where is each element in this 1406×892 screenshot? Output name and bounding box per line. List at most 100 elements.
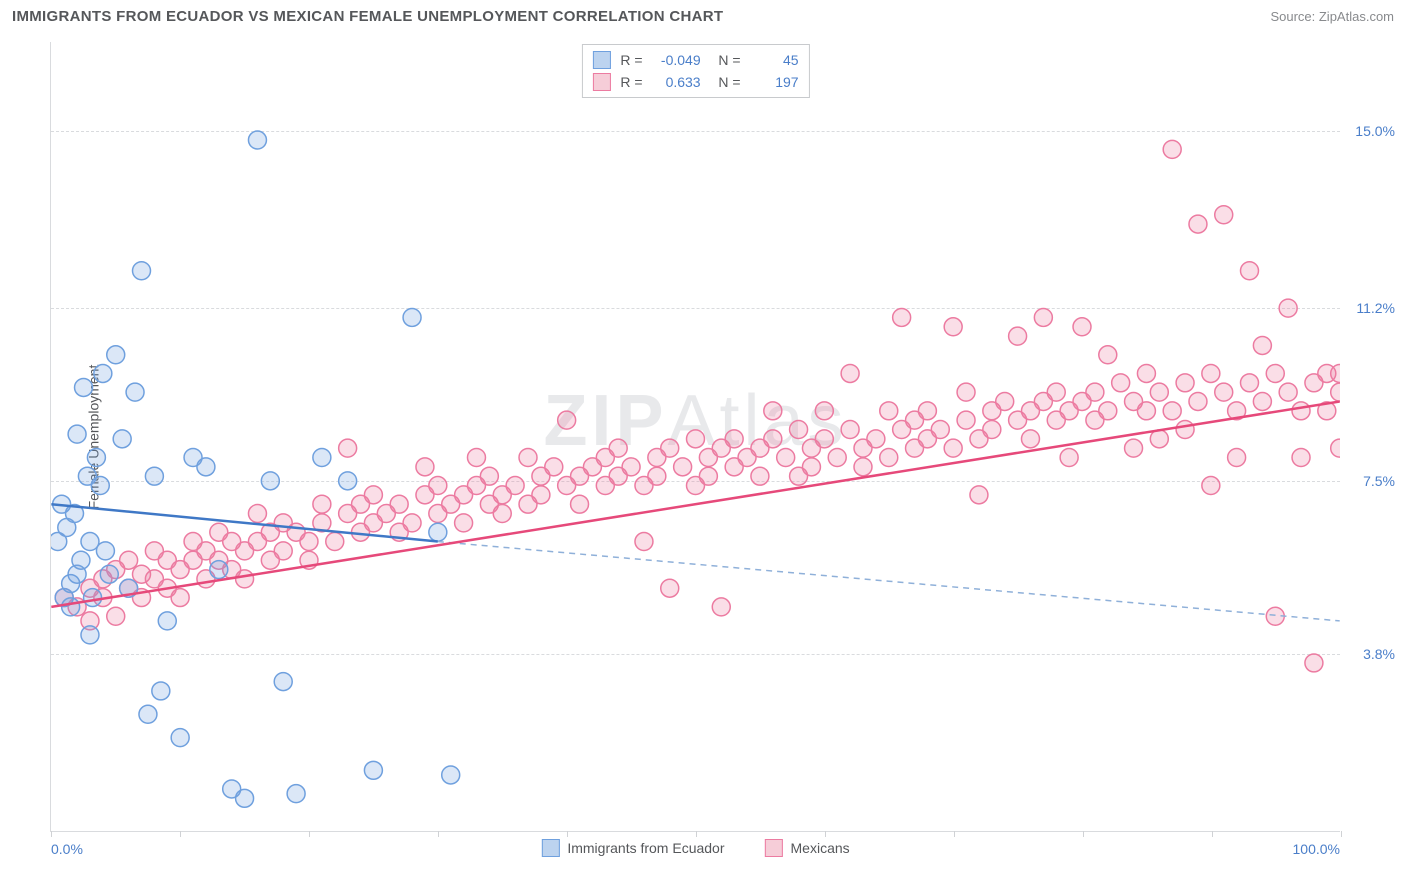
scatter-point: [274, 542, 292, 560]
correlation-r-value-0: -0.049: [649, 49, 701, 71]
scatter-point: [558, 411, 576, 429]
scatter-point: [1241, 374, 1259, 392]
scatter-point: [944, 318, 962, 336]
scatter-point: [867, 430, 885, 448]
scatter-point: [1086, 383, 1104, 401]
scatter-point: [815, 430, 833, 448]
scatter-point: [107, 346, 125, 364]
scatter-point: [622, 458, 640, 476]
scatter-point: [100, 565, 118, 583]
correlation-box: R = -0.049 N = 45 R = 0.633 N = 197: [581, 44, 809, 98]
correlation-n-value-0: 45: [747, 49, 799, 71]
scatter-point: [364, 761, 382, 779]
correlation-swatch-0: [592, 51, 610, 69]
scatter-point: [429, 477, 447, 495]
scatter-point: [139, 705, 157, 723]
scatter-point: [609, 439, 627, 457]
scatter-point: [300, 533, 318, 551]
scatter-point: [983, 421, 1001, 439]
scatter-point: [944, 439, 962, 457]
chart-plot-area: ZIPAtlas Female Unemployment 3.8%7.5%11.…: [50, 42, 1340, 832]
scatter-point: [661, 439, 679, 457]
scatter-point: [1009, 327, 1027, 345]
x-tick: [1341, 831, 1342, 837]
scatter-point: [94, 364, 112, 382]
scatter-point: [931, 421, 949, 439]
legend-item-0: Immigrants from Ecuador: [541, 839, 724, 857]
scatter-point: [429, 523, 447, 541]
scatter-point: [712, 598, 730, 616]
x-tick: [51, 831, 52, 837]
scatter-point: [84, 589, 102, 607]
scatter-point: [493, 505, 511, 523]
scatter-point: [390, 495, 408, 513]
correlation-r-label-0: R =: [620, 49, 642, 71]
scatter-point: [1047, 383, 1065, 401]
scatter-point: [1137, 364, 1155, 382]
scatter-point: [802, 458, 820, 476]
trend-line-dashed-0: [438, 542, 1340, 621]
legend-swatch-1: [765, 839, 783, 857]
scatter-point: [91, 477, 109, 495]
x-tick: [180, 831, 181, 837]
scatter-point: [815, 402, 833, 420]
scatter-point: [171, 589, 189, 607]
scatter-point: [126, 383, 144, 401]
scatter-point: [480, 467, 498, 485]
scatter-plot-svg: [51, 42, 1340, 831]
scatter-point: [403, 514, 421, 532]
scatter-point: [313, 495, 331, 513]
scatter-point: [790, 421, 808, 439]
scatter-point: [571, 495, 589, 513]
scatter-point: [1189, 215, 1207, 233]
scatter-point: [274, 673, 292, 691]
scatter-point: [699, 467, 717, 485]
chart-source: Source: ZipAtlas.com: [1270, 9, 1394, 24]
correlation-r-value-1: 0.633: [649, 71, 701, 93]
correlation-row-1: R = 0.633 N = 197: [592, 71, 798, 93]
scatter-point: [532, 486, 550, 504]
scatter-point: [326, 533, 344, 551]
scatter-point: [261, 472, 279, 490]
correlation-row-0: R = -0.049 N = 45: [592, 49, 798, 71]
scatter-point: [777, 449, 795, 467]
scatter-point: [1305, 654, 1323, 672]
scatter-point: [674, 458, 692, 476]
legend-label-1: Mexicans: [791, 840, 850, 856]
scatter-point: [893, 308, 911, 326]
chart-title: IMMIGRANTS FROM ECUADOR VS MEXICAN FEMAL…: [12, 8, 723, 25]
scatter-point: [152, 682, 170, 700]
x-tick: [1212, 831, 1213, 837]
correlation-r-label-1: R =: [620, 71, 642, 93]
scatter-point: [1099, 402, 1117, 420]
scatter-point: [1215, 206, 1233, 224]
scatter-point: [236, 789, 254, 807]
scatter-point: [403, 308, 421, 326]
scatter-point: [171, 729, 189, 747]
scatter-point: [880, 449, 898, 467]
scatter-point: [648, 467, 666, 485]
scatter-point: [519, 449, 537, 467]
y-tick-label: 3.8%: [1363, 646, 1395, 662]
scatter-point: [687, 430, 705, 448]
scatter-point: [339, 472, 357, 490]
scatter-point: [918, 402, 936, 420]
x-tick: [1083, 831, 1084, 837]
scatter-point: [635, 533, 653, 551]
x-label-left: 0.0%: [51, 841, 83, 857]
chart-header: IMMIGRANTS FROM ECUADOR VS MEXICAN FEMAL…: [12, 8, 1394, 25]
x-tick: [954, 831, 955, 837]
scatter-point: [467, 449, 485, 467]
correlation-swatch-1: [592, 73, 610, 91]
scatter-point: [1060, 449, 1078, 467]
scatter-point: [1163, 402, 1181, 420]
scatter-point: [1021, 430, 1039, 448]
scatter-point: [1176, 421, 1194, 439]
scatter-point: [113, 430, 131, 448]
scatter-point: [1150, 430, 1168, 448]
scatter-point: [197, 458, 215, 476]
scatter-point: [1215, 383, 1233, 401]
scatter-point: [841, 364, 859, 382]
correlation-n-value-1: 197: [747, 71, 799, 93]
x-label-right: 100.0%: [1293, 841, 1340, 857]
